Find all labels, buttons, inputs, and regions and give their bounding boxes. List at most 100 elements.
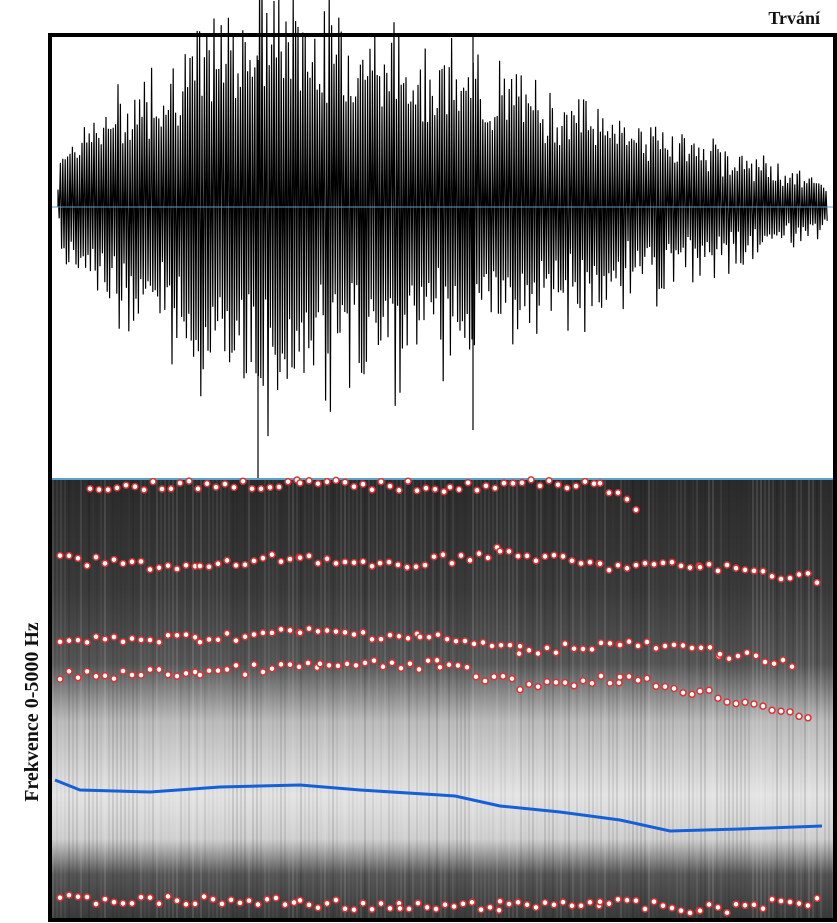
striation <box>468 480 470 918</box>
formant-point <box>495 906 503 914</box>
striation <box>640 480 642 918</box>
formant-point <box>65 636 73 645</box>
striation <box>408 480 410 918</box>
striation <box>692 480 694 918</box>
formant-point <box>804 569 812 578</box>
formant-point <box>723 698 731 706</box>
striation <box>288 480 290 918</box>
formant-point <box>470 640 478 648</box>
formant-point <box>286 660 294 669</box>
formant-point <box>606 679 614 687</box>
formant-point <box>386 631 394 639</box>
striation <box>412 480 414 918</box>
formant-point <box>696 563 704 571</box>
formant-point <box>232 661 240 670</box>
formant-point <box>268 629 276 637</box>
formant-point <box>101 559 109 568</box>
formant-point <box>173 896 181 905</box>
striation <box>520 480 522 918</box>
formant-point <box>484 554 492 562</box>
formant-point <box>505 547 513 556</box>
striation <box>616 480 618 918</box>
formant-point <box>461 637 469 645</box>
formant-point <box>616 641 624 649</box>
formant-point <box>441 900 449 909</box>
striation <box>628 480 630 918</box>
striation <box>332 480 334 918</box>
formant-point <box>205 563 213 571</box>
striation <box>180 480 182 918</box>
formant-point <box>586 898 594 907</box>
formant-point <box>725 654 733 663</box>
formant-point <box>659 559 667 567</box>
striation <box>660 480 662 918</box>
formant-point <box>305 552 313 560</box>
formant-point <box>83 893 91 901</box>
striation <box>488 480 490 918</box>
formant-point <box>541 898 549 907</box>
formant-point <box>514 898 522 907</box>
formant-point <box>140 486 148 494</box>
formant-point <box>500 479 508 487</box>
formant-point <box>679 641 687 650</box>
formant-point <box>341 905 349 913</box>
formant-point <box>616 673 624 681</box>
formant-point <box>56 551 64 560</box>
formant-point <box>119 638 127 646</box>
formant-point <box>164 561 172 570</box>
formant-point <box>394 561 402 569</box>
formant-point <box>110 633 118 641</box>
formant-point <box>359 480 367 488</box>
formant-point <box>146 665 154 674</box>
striation <box>580 480 582 918</box>
formant-point <box>376 559 384 567</box>
formant-point <box>632 561 640 569</box>
formant-point <box>185 477 193 485</box>
striation <box>536 480 538 918</box>
striation <box>148 480 150 918</box>
formant-point <box>56 893 64 902</box>
formant-point <box>314 559 322 568</box>
formant-point <box>446 483 454 491</box>
formant-point <box>759 567 767 576</box>
formant-point <box>496 897 504 906</box>
striation <box>812 480 814 918</box>
formant-point <box>128 634 136 643</box>
formant-point <box>588 645 596 654</box>
formant-point <box>385 558 393 566</box>
formant-point <box>214 560 222 568</box>
formant-point <box>434 630 442 639</box>
formant-point <box>113 484 121 492</box>
formant-point <box>454 661 462 670</box>
striation <box>392 480 394 918</box>
striation <box>696 480 698 918</box>
formant-point <box>643 674 651 683</box>
formant-point <box>659 901 667 910</box>
striation <box>636 480 638 918</box>
formant-point <box>305 624 313 633</box>
formant-point <box>614 488 622 497</box>
striation <box>384 480 386 918</box>
striation <box>160 480 162 918</box>
striation <box>348 480 350 918</box>
striation <box>124 480 126 918</box>
formant-point <box>131 482 139 491</box>
formant-point <box>146 636 154 644</box>
striation <box>376 480 378 918</box>
formant-point <box>272 894 280 902</box>
formant-point <box>343 660 351 668</box>
striation <box>372 480 374 918</box>
duration-label: Trvání <box>768 8 821 28</box>
striation <box>164 480 166 918</box>
formant-point <box>436 663 444 672</box>
striation <box>56 480 58 918</box>
formant-point <box>254 900 262 909</box>
formant-point <box>290 898 298 907</box>
striation <box>560 480 562 918</box>
striation <box>424 480 426 918</box>
formant-point <box>605 489 613 497</box>
striation <box>140 480 142 918</box>
striation <box>252 480 254 918</box>
formant-point <box>516 685 524 694</box>
striation <box>668 480 670 918</box>
